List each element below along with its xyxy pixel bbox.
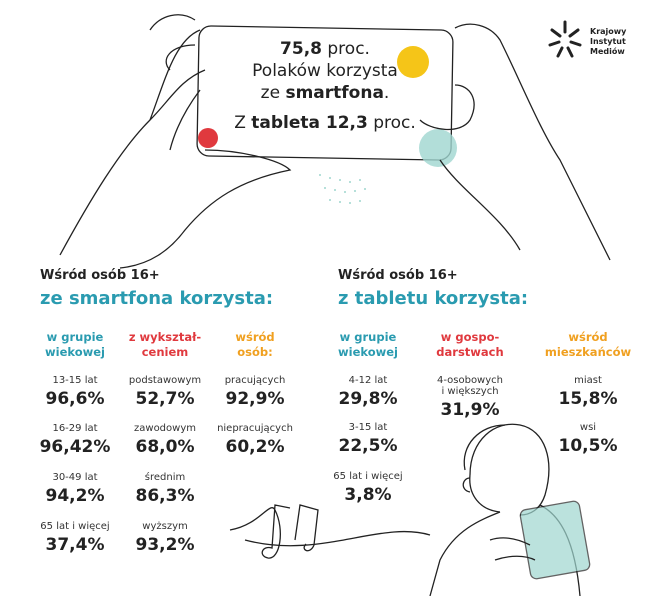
column-title-line: wśród <box>235 330 275 344</box>
column-title: w gospo-darstwach <box>436 330 503 360</box>
dot <box>397 46 429 78</box>
item-label: niepracujących <box>217 423 293 434</box>
column-title: w grupie wiekowej <box>338 330 398 360</box>
headline-text: . <box>383 83 390 103</box>
item-label-line: 65 lat i więcej <box>333 471 403 482</box>
dots-pattern <box>319 174 366 204</box>
headline-unit: proc. <box>321 39 370 59</box>
phone-text: 75,8 proc. Polaków korzysta ze smartfona… <box>205 38 445 134</box>
item-label: 16-29 lat <box>52 423 97 434</box>
column-title-line: wśród <box>568 330 608 344</box>
headline-text: smartfona <box>285 83 384 103</box>
headline-text: ze <box>260 83 286 103</box>
column-title-line: ceniem <box>141 345 189 359</box>
item-label: pracujących <box>225 375 286 386</box>
phone-outline <box>196 25 454 161</box>
section-heading: Wśród osób 16+ <box>40 268 160 283</box>
logo-line: Instytut <box>590 37 626 46</box>
column-title: z wykształ-ceniem <box>129 330 201 360</box>
item-label-line: 13-15 lat <box>52 375 98 386</box>
item-label-line: 4-12 lat <box>348 375 388 386</box>
section-heading: Wśród osób 16+ <box>338 268 458 283</box>
item-value: 86,3% <box>135 486 195 506</box>
item-label-line: i większych <box>441 386 499 397</box>
dot <box>198 128 218 148</box>
logo-mark <box>548 20 582 58</box>
column-title-line: w gospo- <box>440 330 500 344</box>
headline-text: Polaków korzysta <box>252 61 398 81</box>
column-title: wśród mieszkańców <box>545 330 631 360</box>
logo-line: Mediów <box>590 47 625 56</box>
item-value: 60,2% <box>225 437 285 457</box>
item-label-line: miast <box>574 375 602 386</box>
item-label-line: pracujących <box>224 375 286 386</box>
item-value: 92,9% <box>225 389 285 409</box>
headline-text: tableta 12,3 <box>251 113 368 133</box>
item-label-line: 65 lat i więcej <box>40 521 110 532</box>
item-value: 37,4% <box>45 535 105 555</box>
item-label: wyższym <box>142 521 187 532</box>
headline-text: Z <box>234 113 252 133</box>
column-title-line: w grupie <box>339 330 397 344</box>
column-title-line: w grupie <box>46 330 104 344</box>
hands <box>59 14 611 269</box>
music-notes <box>229 504 431 559</box>
column-title-line: osób: <box>237 345 273 359</box>
column-title-line: wiekowej <box>338 345 398 359</box>
item-value: 68,0% <box>135 437 195 457</box>
item-label: 13-15 lat <box>52 375 97 386</box>
item-label-line: 4-osobowych <box>436 375 504 386</box>
item-label: miast <box>574 375 602 386</box>
column-title: wśród osób: <box>235 330 274 360</box>
item-value: 52,7% <box>135 389 195 409</box>
item-label-line: podstawowym <box>128 375 202 386</box>
item-value: 94,2% <box>45 486 105 506</box>
headline-number: 75,8 <box>280 39 322 59</box>
girl-with-tablet <box>429 423 591 596</box>
item-value: 3,8% <box>344 485 392 505</box>
item-label-line: wyższym <box>142 521 188 532</box>
item-label-line: 3-15 lat <box>348 422 388 433</box>
item-label: 30-49 lat <box>52 472 97 483</box>
item-label-line: niepracujących <box>217 423 293 434</box>
section-subheading: ze smartfona korzysta: <box>40 288 274 309</box>
dot <box>419 129 457 167</box>
column-title-line: z wykształ- <box>128 330 202 344</box>
column-title-line: mieszkańców <box>544 345 632 359</box>
item-value: 96,6% <box>45 389 105 409</box>
item-label: 65 lat i więcej <box>333 471 402 482</box>
item-label-line: 16-29 lat <box>52 423 98 434</box>
item-label: wsi <box>580 422 596 433</box>
item-label-line: wsi <box>579 422 597 433</box>
item-label: 4-osobowych i większych <box>437 375 503 397</box>
item-label: 4-12 lat <box>349 375 388 386</box>
item-value: 22,5% <box>338 436 398 456</box>
column-title-line: wiekowej <box>45 345 105 359</box>
item-label-line: 30-49 lat <box>52 472 98 483</box>
item-value: 93,2% <box>135 535 195 555</box>
item-label: zawodowym <box>134 423 196 434</box>
item-value: 15,8% <box>558 389 618 409</box>
item-value: 96,42% <box>39 437 111 457</box>
item-label: 3-15 lat <box>349 422 388 433</box>
section-subheading: z tabletu korzysta: <box>338 288 529 309</box>
item-value: 31,9% <box>440 400 500 420</box>
logo-text: Krajowy Instytut Mediów <box>590 27 626 57</box>
headline-text: proc. <box>367 113 416 133</box>
item-label: podstawowym <box>129 375 201 386</box>
logo-line: Krajowy <box>590 27 627 36</box>
item-label: średnim <box>145 472 185 483</box>
item-value: 10,5% <box>558 436 618 456</box>
column-title-line: darstwach <box>436 345 504 359</box>
item-label-line: średnim <box>144 472 186 483</box>
item-label-line: zawodowym <box>134 423 196 434</box>
column-title: w grupie wiekowej <box>45 330 105 360</box>
item-label: 65 lat i więcej <box>40 521 109 532</box>
item-value: 29,8% <box>338 389 398 409</box>
